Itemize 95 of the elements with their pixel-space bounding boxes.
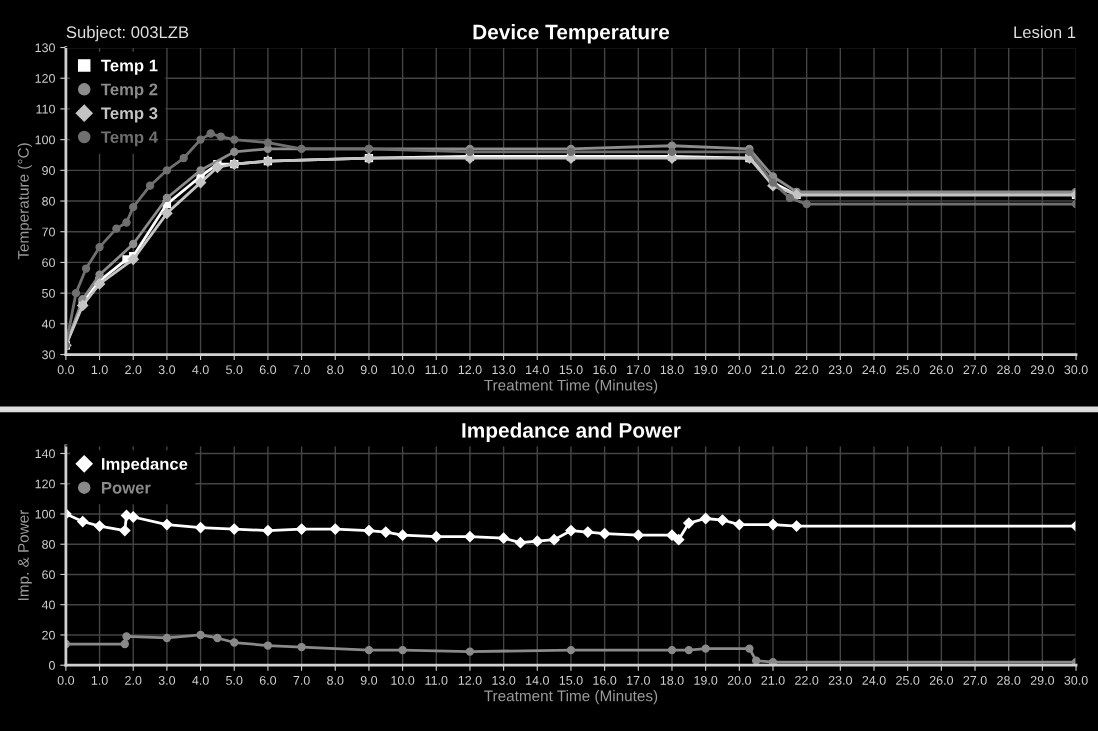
x-axis-title: Treatment Time (Minutes) — [484, 690, 658, 705]
x-tick-label: 12.0 — [458, 365, 482, 375]
x-tick-label: 1.0 — [91, 365, 108, 375]
y-tick-label: 100 — [35, 135, 55, 145]
x-tick-label: 23.0 — [828, 675, 853, 685]
legend-label: Temp 4 — [101, 131, 158, 147]
x-tick-label: 18.0 — [660, 675, 684, 685]
y-tick-label: 100 — [35, 509, 55, 519]
x-tick-label: 5.0 — [226, 365, 243, 375]
x-tick-label: 30.0 — [1064, 365, 1088, 375]
x-tick-label: 13.0 — [492, 675, 516, 685]
chart-title: Device Temperature — [473, 24, 670, 44]
x-tick-label: 19.0 — [694, 675, 718, 685]
y-tick-label: 60 — [42, 570, 55, 580]
y-tick-label: 110 — [36, 104, 55, 114]
x-tick-label: 26.0 — [929, 675, 954, 685]
x-tick-label: 17.0 — [627, 365, 650, 375]
y-tick-label: 60 — [42, 258, 55, 268]
y-tick-label: 50 — [42, 288, 55, 298]
y-tick-label: 80 — [42, 196, 55, 206]
x-tick-label: 7.0 — [293, 675, 310, 685]
x-axis-title: Treatment Time (Minutes) — [484, 379, 658, 394]
x-tick-label: 19.0 — [694, 365, 718, 375]
x-tick-label: 3.0 — [158, 675, 176, 685]
x-tick-label: 9.0 — [360, 365, 378, 375]
x-tick-label: 27.0 — [963, 675, 987, 685]
x-tick-label: 24.0 — [862, 675, 886, 685]
x-tick-label: 2.0 — [125, 675, 142, 685]
chart-title: Impedance and Power — [462, 422, 681, 442]
x-tick-label: 22.0 — [795, 365, 819, 375]
x-tick-label: 30.0 — [1064, 675, 1088, 685]
legend-label: Temp 2 — [101, 83, 158, 99]
x-tick-label: 25.0 — [896, 365, 920, 375]
x-tick-label: 11.0 — [425, 675, 448, 685]
y-tick-label: 40 — [41, 319, 55, 329]
x-tick-label: 10.0 — [391, 675, 415, 685]
x-tick-label: 15.0 — [559, 365, 583, 375]
y-tick-label: 120 — [35, 74, 55, 83]
y-tick-label: 120 — [35, 479, 55, 489]
x-tick-label: 3.0 — [158, 365, 176, 375]
y-tick-label: 90 — [42, 166, 55, 175]
y-tick-label: 20 — [42, 630, 55, 640]
y-tick-label: 30 — [42, 350, 55, 360]
x-tick-label: 8.0 — [327, 365, 344, 375]
x-tick-label: 17.0 — [627, 675, 650, 685]
y-tick-label: 80 — [42, 540, 55, 549]
x-tick-label: 29.0 — [1030, 365, 1055, 375]
legend-label: Temp 1 — [101, 59, 158, 75]
x-tick-label: 28.0 — [997, 365, 1021, 375]
legend-label: Temp 3 — [101, 107, 158, 123]
x-tick-label: 0.0 — [57, 365, 75, 375]
x-tick-label: 0.0 — [57, 675, 75, 685]
x-tick-label: 24.0 — [862, 365, 886, 375]
x-tick-label: 16.0 — [593, 365, 617, 375]
x-tick-label: 26.0 — [929, 365, 954, 375]
y-tick-label: 140 — [35, 449, 55, 459]
y-tick-label: 70 — [42, 227, 55, 237]
x-tick-label: 8.0 — [327, 675, 344, 685]
x-tick-label: 9.0 — [360, 675, 378, 685]
x-tick-label: 6.0 — [259, 365, 277, 375]
text: Lesion 1 — [1014, 25, 1076, 39]
x-tick-label: 29.0 — [1030, 675, 1055, 685]
x-tick-label: 15.0 — [559, 675, 583, 685]
x-tick-label: 20.0 — [727, 675, 751, 685]
x-tick-label: 23.0 — [828, 365, 853, 375]
x-tick-label: 7.0 — [293, 365, 310, 375]
y-axis-title: Imp. & Power — [18, 509, 32, 600]
legend-label: Power — [101, 482, 151, 494]
x-tick-label: 21.0 — [761, 675, 785, 685]
x-tick-label: 12.0 — [458, 675, 482, 685]
x-tick-label: 20.0 — [727, 365, 751, 375]
y-axis-title: Temperature (°C) — [17, 143, 32, 260]
y-tick-label: 0 — [49, 661, 55, 670]
x-tick-label: 11.0 — [425, 365, 448, 375]
x-tick-label: 18.0 — [660, 365, 684, 375]
x-tick-label: 27.0 — [963, 365, 987, 375]
x-tick-label: 4.0 — [192, 365, 209, 375]
y-tick-label: 130 — [35, 43, 55, 53]
x-tick-label: 4.0 — [192, 675, 209, 685]
x-tick-label: 28.0 — [997, 675, 1021, 685]
x-tick-label: 14.0 — [526, 675, 549, 685]
x-tick-label: 16.0 — [593, 675, 617, 685]
x-tick-label: 2.0 — [125, 365, 142, 375]
x-tick-label: 22.0 — [795, 675, 819, 685]
text: Subject: 003LZB — [66, 25, 189, 42]
y-tick-label: 40 — [41, 600, 55, 610]
x-tick-label: 10.0 — [391, 365, 415, 375]
x-tick-label: 21.0 — [761, 365, 785, 375]
x-tick-label: 5.0 — [226, 675, 243, 685]
legend-label: Impedance — [101, 457, 188, 474]
x-tick-label: 1.0 — [91, 675, 108, 685]
x-tick-label: 13.0 — [492, 365, 516, 375]
x-tick-label: 14.0 — [526, 365, 549, 375]
x-tick-label: 25.0 — [896, 675, 920, 685]
x-tick-label: 6.0 — [259, 675, 277, 685]
